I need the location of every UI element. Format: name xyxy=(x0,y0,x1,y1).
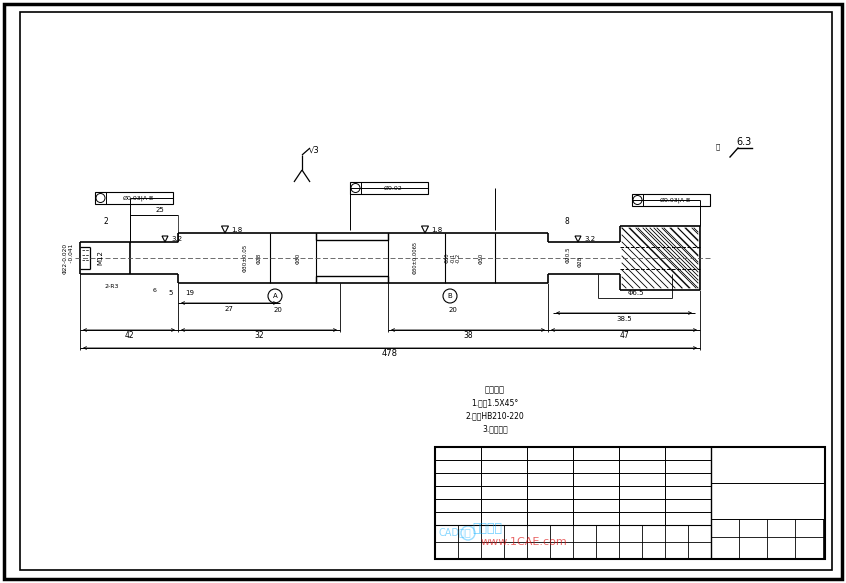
Text: 技術要求: 技術要求 xyxy=(485,385,505,395)
Bar xyxy=(435,447,825,559)
Text: CAD教程: CAD教程 xyxy=(438,527,471,537)
Text: Φ22-0.020
     -0.041: Φ22-0.020 -0.041 xyxy=(63,243,74,273)
Text: 42: 42 xyxy=(124,332,134,340)
Text: Φ28: Φ28 xyxy=(578,255,583,266)
Text: Ø0.03|A-B: Ø0.03|A-B xyxy=(659,197,690,203)
Text: B: B xyxy=(448,293,453,299)
Text: Φ28: Φ28 xyxy=(256,252,261,264)
Text: A: A xyxy=(272,293,277,299)
Text: 6.3: 6.3 xyxy=(736,137,751,147)
Text: M12: M12 xyxy=(97,251,103,265)
Text: 20: 20 xyxy=(448,307,458,313)
Text: 38.5: 38.5 xyxy=(616,316,632,322)
Text: www.1CAE.com: www.1CAE.com xyxy=(481,537,568,547)
Text: 2: 2 xyxy=(103,217,108,227)
Text: 1.8: 1.8 xyxy=(431,227,442,233)
Text: 27: 27 xyxy=(224,306,233,312)
Text: 38: 38 xyxy=(464,332,473,340)
Bar xyxy=(95,192,173,204)
Text: √3: √3 xyxy=(309,146,320,154)
Bar xyxy=(350,182,428,194)
Text: 1.8: 1.8 xyxy=(231,227,242,233)
Text: Ø0.02: Ø0.02 xyxy=(383,185,403,191)
Text: Φ30±0.0065: Φ30±0.0065 xyxy=(413,241,417,275)
Text: 粗: 粗 xyxy=(716,143,720,150)
Text: 1.倒角1.5X45°: 1.倒角1.5X45° xyxy=(471,399,519,408)
Text: 20: 20 xyxy=(273,307,283,313)
Text: 3.2: 3.2 xyxy=(171,236,182,242)
Text: Φ30: Φ30 xyxy=(295,252,300,264)
Bar xyxy=(632,194,710,206)
Text: 2.調質HB210-220: 2.調質HB210-220 xyxy=(465,412,525,420)
Text: 3.2: 3.2 xyxy=(584,236,595,242)
Text: 2-R3: 2-R3 xyxy=(105,283,119,289)
Text: 47: 47 xyxy=(619,332,629,340)
Text: 25: 25 xyxy=(156,207,164,213)
Text: Φ30
-0.1
-0.2: Φ30 -0.1 -0.2 xyxy=(445,252,461,264)
Text: 8: 8 xyxy=(564,217,569,227)
Text: 32: 32 xyxy=(254,332,264,340)
Text: Φ20.5: Φ20.5 xyxy=(565,247,570,264)
Text: 478: 478 xyxy=(382,349,398,359)
Text: 3.未注倒角: 3.未注倒角 xyxy=(482,424,508,434)
Text: Φ30±0.05: Φ30±0.05 xyxy=(243,244,248,272)
Text: 6: 6 xyxy=(153,287,157,293)
Text: Ø0.03|A-B: Ø0.03|A-B xyxy=(123,195,153,201)
Text: 5: 5 xyxy=(169,290,173,296)
Text: 19: 19 xyxy=(185,290,195,296)
Text: 仿真在線: 仿真在線 xyxy=(472,522,502,535)
Text: Φ6.5: Φ6.5 xyxy=(628,290,645,296)
Text: Φ30: Φ30 xyxy=(479,252,484,264)
